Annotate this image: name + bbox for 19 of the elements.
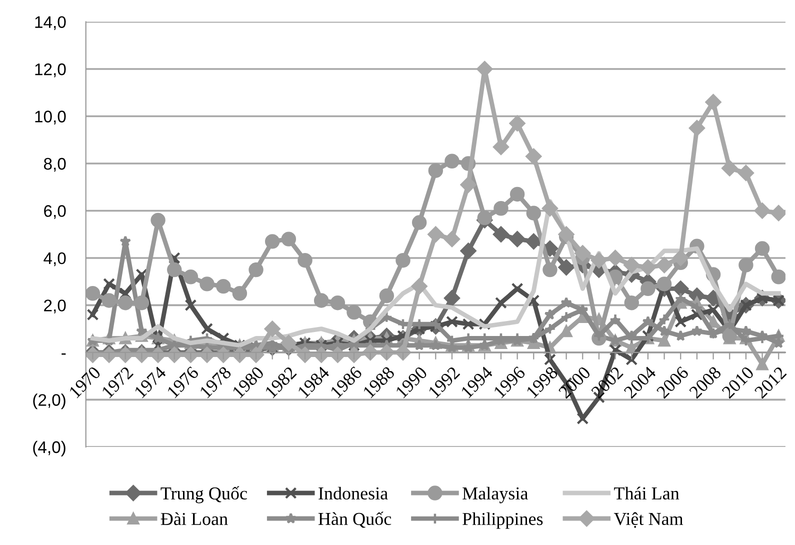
legend-label: Việt Nam (614, 512, 684, 528)
legend-label: Thái Lan (614, 486, 680, 500)
legend-label: Indonesia (318, 486, 388, 500)
x-tick-label: 1980 (232, 366, 265, 398)
legend-label: Malaysia (462, 486, 528, 504)
y-tick-label: 14,0 (35, 16, 66, 30)
y-tick-label: 12,0 (35, 63, 66, 78)
y-tick-label: (2,0) (33, 394, 66, 410)
y-tick-label: 10,0 (35, 110, 66, 124)
legend-label: Đài Loan (160, 512, 228, 526)
y-tick-label: 8,0 (44, 158, 66, 172)
y-tick-label: 4,0 (44, 252, 66, 266)
y-tick-label: 2,0 (44, 300, 66, 314)
legend-label: Hàn Quốc (318, 512, 392, 528)
legend-label: Philippines (462, 512, 543, 529)
y-tick-label: (4,0) (33, 440, 66, 456)
y-tick-label: - (62, 353, 66, 355)
legend-label: Trung Quốc (160, 486, 247, 504)
y-tick-label: 6,0 (44, 205, 66, 219)
